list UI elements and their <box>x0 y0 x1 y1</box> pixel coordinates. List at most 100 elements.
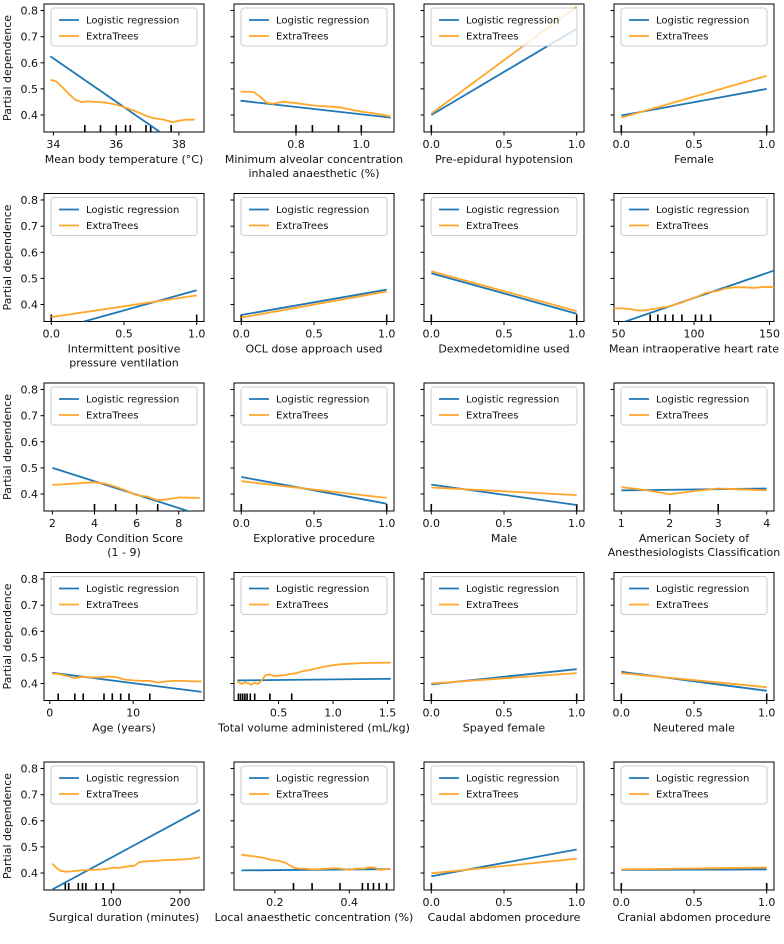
legend-label: Logistic regression <box>466 774 559 785</box>
x-tick-label: 0.5 <box>495 707 513 720</box>
legend: Logistic regression ExtraTrees <box>620 386 768 426</box>
legend-label: ExtraTrees <box>276 600 328 611</box>
x-tick-label: 1.0 <box>758 707 776 720</box>
x-tick-label: 0.0 <box>233 517 251 530</box>
legend-label: ExtraTrees <box>656 600 708 611</box>
legend: Logistic regression ExtraTrees <box>430 386 578 426</box>
y-tick-label: 0.7 <box>21 789 39 802</box>
legend-label: Logistic regression <box>276 205 369 216</box>
extratrees-line <box>621 672 767 689</box>
extratrees-line <box>52 672 202 684</box>
legend: Logistic regression ExtraTrees <box>240 197 388 236</box>
legend-box <box>50 576 198 615</box>
legend-label: ExtraTrees <box>466 221 518 232</box>
legend-box <box>50 197 198 236</box>
legend: Logistic regression ExtraTrees <box>240 576 388 615</box>
x-tick-label: 1.0 <box>568 707 586 720</box>
legend-box <box>620 197 768 236</box>
y-tick-label: 0.5 <box>21 462 39 475</box>
logistic-regression-line <box>51 809 201 890</box>
legend-box <box>430 386 578 426</box>
subplot-8: 50 100 150 Logistic regression ExtraTrees Mea… <box>609 193 780 356</box>
subplot-14: 0.5 1.0 1.5 Logistic regression ExtraTrees To… <box>217 572 410 735</box>
x-tick-label: 0.0 <box>613 896 631 909</box>
legend: Logistic regression ExtraTrees <box>430 7 578 47</box>
x-tick-label: 0.5 <box>685 707 703 720</box>
x-tick-label: 10 <box>126 707 140 720</box>
legend: Logistic regression ExtraTrees <box>620 576 768 615</box>
legend-label: Logistic regression <box>276 774 369 785</box>
x-axis-label: Mean body temperature (°C) <box>45 153 204 166</box>
legend-box <box>430 576 578 615</box>
x-tick-label: 1.0 <box>353 138 371 151</box>
legend-label: ExtraTrees <box>656 411 708 422</box>
legend-box <box>620 7 768 47</box>
x-tick-label: 100 <box>684 328 705 341</box>
legend-box <box>50 386 198 426</box>
x-axis-label: Age (years) <box>92 722 156 735</box>
y-tick-label: 0.5 <box>21 83 39 96</box>
subplot-13: 0.4 0.5 0.6 0.7 0.8 Partial dependence 0 10 Logi… <box>1 572 205 735</box>
x-axis-label: Spayed female <box>463 722 546 735</box>
x-tick-label: 1.0 <box>758 138 776 151</box>
x-tick-label: 4 <box>91 517 98 530</box>
x-axis-label: Minimum alveolar concentration <box>225 153 403 166</box>
legend-box <box>240 386 388 426</box>
legend-label: Logistic regression <box>656 774 749 785</box>
x-tick-label: 0.0 <box>423 707 441 720</box>
legend-box <box>620 576 768 615</box>
x-tick-label: 0.0 <box>423 896 441 909</box>
legend: Logistic regression ExtraTrees <box>620 197 768 236</box>
x-tick-label: 0.0 <box>613 138 631 151</box>
legend-label: ExtraTrees <box>656 32 708 43</box>
subplot-18: 0.2 0.4 Logistic regression ExtraTrees Local… <box>215 761 413 924</box>
x-axis-label: pressure ventilation <box>69 357 179 370</box>
y-tick-label: 0.7 <box>21 410 39 423</box>
legend-label: Logistic regression <box>466 16 559 27</box>
legend: Logistic regression ExtraTrees <box>240 386 388 426</box>
legend: Logistic regression ExtraTrees <box>50 765 198 805</box>
x-tick-label: 0.0 <box>613 707 631 720</box>
extratrees-line <box>431 486 577 496</box>
y-axis-label: Partial dependence <box>1 583 14 689</box>
y-tick-label: 0.8 <box>21 5 39 18</box>
legend-label: Logistic regression <box>86 205 179 216</box>
legend-label: ExtraTrees <box>276 411 328 422</box>
legend-label: Logistic regression <box>86 584 179 595</box>
legend-label: ExtraTrees <box>86 32 138 43</box>
x-axis-label: Neutered male <box>653 722 735 735</box>
extratrees-line <box>621 74 767 119</box>
y-tick-label: 0.6 <box>21 57 39 70</box>
legend-box <box>430 197 578 236</box>
logistic-regression-line <box>52 671 202 693</box>
legend-label: ExtraTrees <box>276 790 328 801</box>
extratrees-line <box>241 480 387 499</box>
legend-box <box>240 765 388 805</box>
y-tick-label: 0.6 <box>21 246 39 259</box>
x-tick-label: 1.0 <box>758 896 776 909</box>
axes-frame <box>43 572 205 701</box>
y-tick-label: 0.5 <box>21 272 39 285</box>
x-axis-label: Pre-epidural hypotension <box>435 153 573 166</box>
y-tick-label: 0.4 <box>21 678 39 691</box>
x-tick-label: 34 <box>46 138 60 151</box>
x-tick-label: 0.0 <box>43 328 61 341</box>
y-tick-label: 0.7 <box>21 220 39 233</box>
logistic-regression-line <box>240 99 391 119</box>
x-axis-label: (1 - 9) <box>107 546 141 559</box>
legend-box <box>240 576 388 615</box>
legend: Logistic regression ExtraTrees <box>430 576 578 615</box>
x-axis-label: Caudal abdomen procedure <box>428 911 581 924</box>
legend: Logistic regression ExtraTrees <box>50 7 198 47</box>
extratrees-line <box>621 866 767 871</box>
x-tick-label: 100 <box>101 896 122 909</box>
extratrees-line <box>614 285 774 312</box>
x-tick-label: 0 <box>46 707 53 720</box>
logistic-regression-line <box>80 289 197 322</box>
x-tick-label: 8 <box>175 517 182 530</box>
legend: Logistic regression ExtraTrees <box>50 576 198 615</box>
y-axis-label: Partial dependence <box>1 15 14 121</box>
legend-box <box>430 765 578 805</box>
